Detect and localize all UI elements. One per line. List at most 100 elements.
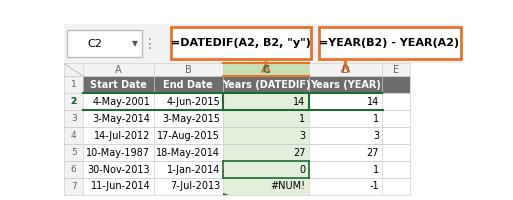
Text: Years (DATEDIF): Years (DATEDIF) (222, 80, 310, 90)
Bar (380, 109, 384, 111)
Bar (309, 178, 382, 195)
Text: 1: 1 (299, 114, 305, 124)
Bar (83, 63, 153, 76)
Text: 17-Aug-2015: 17-Aug-2015 (157, 131, 220, 141)
Bar (64, 24, 462, 63)
Text: Start Date: Start Date (90, 80, 147, 90)
Text: Years (YEAR): Years (YEAR) (310, 80, 381, 90)
Text: 4: 4 (71, 131, 76, 140)
Text: 14: 14 (293, 97, 305, 107)
Text: =YEAR(B2) - YEAR(A2): =YEAR(B2) - YEAR(A2) (320, 38, 460, 48)
Bar (153, 93, 223, 110)
Bar (309, 144, 382, 161)
Text: 1-Jan-2014: 1-Jan-2014 (167, 165, 220, 175)
Bar (64, 76, 83, 93)
Text: 4-Jun-2015: 4-Jun-2015 (166, 97, 220, 107)
Text: E: E (393, 65, 399, 75)
Bar (153, 63, 223, 76)
Text: 18-May-2014: 18-May-2014 (156, 148, 220, 158)
Text: 10-May-1987: 10-May-1987 (86, 148, 150, 158)
Bar (382, 161, 410, 178)
Text: 3: 3 (71, 114, 76, 123)
Text: 3-May-2015: 3-May-2015 (162, 114, 220, 124)
Bar (83, 110, 153, 127)
Text: 2: 2 (71, 97, 77, 106)
Bar (382, 127, 410, 144)
Text: 5: 5 (71, 148, 76, 157)
Bar (223, 93, 309, 110)
Bar (382, 63, 410, 76)
Bar (223, 110, 309, 127)
Bar (64, 161, 83, 178)
Text: A: A (115, 65, 122, 75)
Bar (382, 110, 410, 127)
Bar (64, 63, 83, 76)
Bar (153, 161, 223, 178)
Bar (223, 161, 309, 178)
Text: 0: 0 (299, 165, 305, 175)
Polygon shape (223, 193, 229, 195)
Bar (153, 110, 223, 127)
Bar (64, 178, 83, 195)
Text: 6: 6 (71, 165, 76, 174)
Text: C2: C2 (87, 39, 102, 49)
Text: C: C (262, 65, 269, 75)
Text: 7-Jul-2013: 7-Jul-2013 (170, 181, 220, 191)
Bar (64, 110, 83, 127)
Text: B: B (185, 65, 192, 75)
Text: -1: -1 (369, 181, 379, 191)
Bar (319, 27, 461, 59)
Bar (309, 127, 382, 144)
Bar (83, 178, 153, 195)
Bar (64, 93, 83, 110)
Text: D: D (342, 65, 349, 75)
Bar (382, 93, 410, 110)
Text: 27: 27 (366, 148, 379, 158)
Text: ⋮: ⋮ (143, 37, 156, 51)
Text: 1: 1 (373, 114, 379, 124)
Bar (171, 27, 310, 59)
Bar (223, 63, 309, 76)
Bar (83, 76, 153, 93)
Bar (83, 93, 153, 110)
Text: 1: 1 (373, 165, 379, 175)
Text: 3-May-2014: 3-May-2014 (92, 114, 150, 124)
Bar (223, 127, 309, 144)
Text: 30-Nov-2013: 30-Nov-2013 (88, 165, 150, 175)
Text: =DATEDIF(A2, B2, "y"): =DATEDIF(A2, B2, "y") (171, 38, 311, 48)
Text: 14-Jul-2012: 14-Jul-2012 (94, 131, 150, 141)
Text: 2: 2 (71, 97, 77, 106)
Bar (382, 76, 410, 93)
Text: 7: 7 (71, 182, 76, 191)
Text: End Date: End Date (164, 80, 213, 90)
Bar (309, 76, 382, 93)
Bar (382, 144, 410, 161)
Bar (309, 93, 382, 110)
Bar (309, 161, 382, 178)
Text: 1: 1 (71, 80, 76, 89)
Bar (223, 178, 309, 195)
Text: 4-May-2001: 4-May-2001 (92, 97, 150, 107)
Bar (67, 30, 142, 57)
Bar (307, 109, 311, 111)
Bar (83, 161, 153, 178)
Bar (64, 127, 83, 144)
Bar (382, 178, 410, 195)
Bar (153, 144, 223, 161)
Text: 14: 14 (367, 97, 379, 107)
Bar (309, 63, 382, 76)
Text: 3: 3 (373, 131, 379, 141)
Bar (153, 127, 223, 144)
Bar (64, 93, 83, 110)
Bar (309, 110, 382, 127)
Text: #NUM!: #NUM! (270, 181, 305, 191)
Text: 27: 27 (293, 148, 305, 158)
Text: 11-Jun-2014: 11-Jun-2014 (91, 181, 150, 191)
Bar (223, 76, 309, 93)
Bar (223, 144, 309, 161)
Text: 3: 3 (299, 131, 305, 141)
Text: ▼: ▼ (131, 39, 137, 48)
Bar (83, 127, 153, 144)
Bar (153, 76, 223, 93)
Bar (64, 144, 83, 161)
